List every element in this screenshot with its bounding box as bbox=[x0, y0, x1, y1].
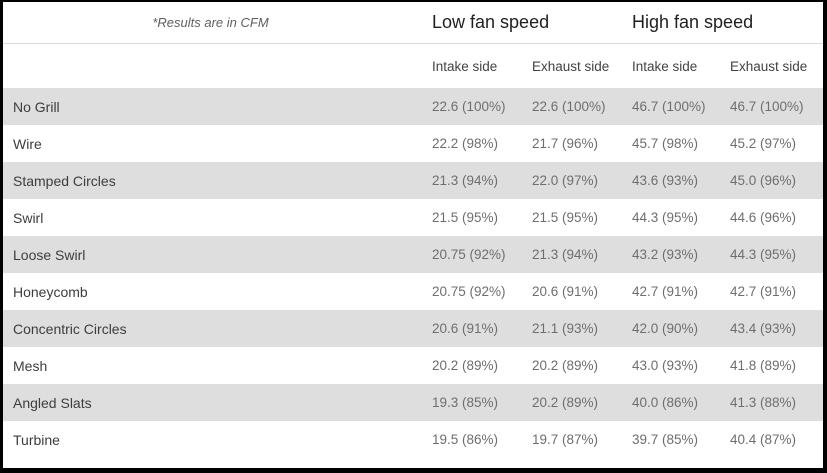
table-row: No Grill 22.6 (100%) 22.6 (100%) 46.7 (100%… bbox=[3, 88, 823, 125]
column-group-header-row: *Results are in CFM Low fan speed High f… bbox=[3, 2, 823, 44]
cell-value: 22.0 (97%) bbox=[532, 173, 599, 188]
cell-value: 22.2 (98%) bbox=[432, 136, 499, 151]
table-row: Loose Swirl 20.75 (92%) 21.3 (94%) 43.2 (93… bbox=[3, 236, 823, 273]
table-row: Concentric Circles 20.6 (91%) 21.1 (93%) 42… bbox=[3, 310, 823, 347]
row-label: Concentric Circles bbox=[13, 320, 127, 337]
table-row: Honeycomb 20.75 (92%) 20.6 (91%) 42.7 (91%)… bbox=[3, 273, 823, 310]
column-group-low-fan-speed: Low fan speed bbox=[418, 2, 618, 44]
table-row: Angled Slats 19.3 (85%) 20.2 (89%) 40.0 (86… bbox=[3, 384, 823, 421]
cell-value: 43.0 (93%) bbox=[632, 358, 699, 373]
row-label: No Grill bbox=[13, 98, 60, 115]
cell-value: 43.4 (93%) bbox=[730, 321, 797, 336]
cell-value: 19.3 (85%) bbox=[432, 395, 499, 410]
cell-value: 44.6 (96%) bbox=[730, 210, 797, 225]
row-label: Wire bbox=[13, 135, 42, 152]
cell-value: 20.6 (91%) bbox=[432, 321, 499, 336]
cell-value: 43.2 (93%) bbox=[632, 247, 699, 262]
cell-value: 20.2 (89%) bbox=[432, 358, 499, 373]
row-label: Loose Swirl bbox=[13, 246, 86, 263]
cell-value: 21.3 (94%) bbox=[432, 173, 499, 188]
cell-value: 39.7 (85%) bbox=[632, 432, 699, 447]
cell-value: 42.7 (91%) bbox=[632, 284, 699, 299]
row-label: Swirl bbox=[13, 209, 44, 226]
row-label: Turbine bbox=[13, 431, 60, 448]
cell-value: 20.75 (92%) bbox=[432, 284, 506, 299]
cell-value: 21.1 (93%) bbox=[532, 321, 599, 336]
cell-value: 41.3 (88%) bbox=[730, 395, 797, 410]
fan-grill-results-table: *Results are in CFM Low fan speed High f… bbox=[3, 2, 823, 458]
cell-value: 42.7 (91%) bbox=[730, 284, 797, 299]
cell-value: 46.7 (100%) bbox=[632, 99, 706, 114]
cell-value: 44.3 (95%) bbox=[730, 247, 797, 262]
cell-value: 21.5 (95%) bbox=[432, 210, 499, 225]
cell-value: 19.7 (87%) bbox=[532, 432, 599, 447]
table-row: Swirl 21.5 (95%) 21.5 (95%) 44.3 (95%) 44.6 … bbox=[3, 199, 823, 236]
column-header-row: Intake side Exhaust side Intake side Exh… bbox=[3, 44, 823, 89]
cell-value: 20.2 (89%) bbox=[532, 395, 599, 410]
cell-value: 45.7 (98%) bbox=[632, 136, 699, 151]
cell-value: 19.5 (86%) bbox=[432, 432, 499, 447]
cell-value: 20.75 (92%) bbox=[432, 247, 506, 262]
table-row: Mesh 20.2 (89%) 20.2 (89%) 43.0 (93%) 41.8 (… bbox=[3, 347, 823, 384]
cell-value: 21.3 (94%) bbox=[532, 247, 599, 262]
column-header-low-intake: Intake side bbox=[432, 58, 498, 74]
row-label-header bbox=[3, 44, 418, 89]
column-header-low-exhaust: Exhaust side bbox=[532, 58, 610, 74]
column-header-high-intake: Intake side bbox=[632, 58, 698, 74]
cell-value: 44.3 (95%) bbox=[632, 210, 699, 225]
cell-value: 21.7 (96%) bbox=[532, 136, 599, 151]
row-label: Stamped Circles bbox=[13, 172, 116, 189]
cell-value: 22.6 (100%) bbox=[432, 99, 506, 114]
column-header-high-exhaust: Exhaust side bbox=[730, 58, 808, 74]
cell-value: 43.6 (93%) bbox=[632, 173, 699, 188]
row-label: Honeycomb bbox=[13, 283, 88, 300]
table-body: No Grill 22.6 (100%) 22.6 (100%) 46.7 (100%… bbox=[3, 88, 823, 458]
table-row: Wire 22.2 (98%) 21.7 (96%) 45.7 (98%) 45.2 (… bbox=[3, 125, 823, 162]
results-unit-note: *Results are in CFM bbox=[3, 2, 418, 44]
table-row: Turbine 19.5 (86%) 19.7 (87%) 39.7 (85%) 40.… bbox=[3, 421, 823, 458]
cell-value: 45.2 (97%) bbox=[730, 136, 797, 151]
cell-value: 46.7 (100%) bbox=[730, 99, 804, 114]
cell-value: 40.0 (86%) bbox=[632, 395, 699, 410]
column-group-high-fan-speed: High fan speed bbox=[618, 2, 823, 44]
table-row: Stamped Circles 21.3 (94%) 22.0 (97%) 43.6 … bbox=[3, 162, 823, 199]
cell-value: 21.5 (95%) bbox=[532, 210, 599, 225]
row-label: Mesh bbox=[13, 357, 48, 374]
cell-value: 42.0 (90%) bbox=[632, 321, 699, 336]
cell-value: 41.8 (89%) bbox=[730, 358, 797, 373]
cell-value: 20.2 (89%) bbox=[532, 358, 599, 373]
cell-value: 40.4 (87%) bbox=[730, 432, 797, 447]
cell-value: 22.6 (100%) bbox=[532, 99, 606, 114]
cell-value: 45.0 (96%) bbox=[730, 173, 797, 188]
row-label: Angled Slats bbox=[13, 394, 92, 411]
cell-value: 20.6 (91%) bbox=[532, 284, 599, 299]
